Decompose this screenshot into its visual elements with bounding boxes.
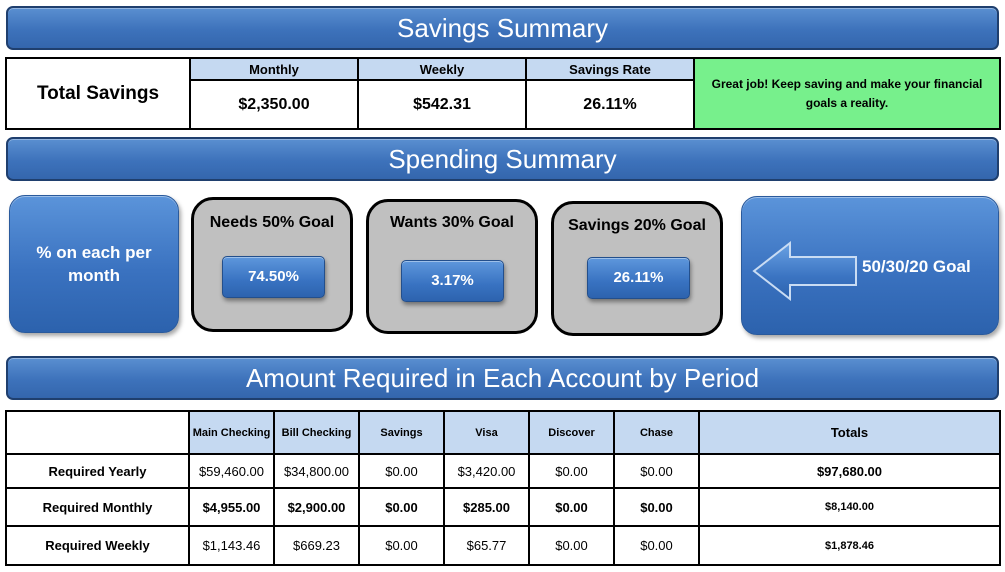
table-row: Required Weekly $1,143.46 $669.23 $0.00 … bbox=[5, 525, 1001, 566]
table-cell: $0.00 bbox=[528, 487, 615, 527]
spending-summary-banner: Spending Summary bbox=[6, 137, 999, 181]
wants-goal-title: Wants 30% Goal bbox=[390, 214, 514, 231]
table-cell: $669.23 bbox=[273, 525, 360, 566]
savings-rate-header: Savings Rate bbox=[525, 57, 695, 81]
table-cell: $3,420.00 bbox=[443, 453, 530, 489]
table-cell: $4,955.00 bbox=[188, 487, 275, 527]
savings-goal-value[interactable]: 26.11% bbox=[587, 257, 690, 299]
row-label-weekly: Required Weekly bbox=[5, 525, 190, 566]
table-corner-cell bbox=[5, 410, 190, 455]
table-cell-total: $97,680.00 bbox=[698, 453, 1001, 489]
header-visa: Visa bbox=[443, 410, 530, 455]
amount-required-table: Main Checking Bill Checking Savings Visa… bbox=[5, 410, 1001, 566]
goal-50-30-20-button[interactable]: 50/30/20 Goal bbox=[741, 196, 999, 335]
savings-goal-title: Savings 20% Goal bbox=[568, 217, 706, 234]
header-bill-checking: Bill Checking bbox=[273, 410, 360, 455]
table-cell: $0.00 bbox=[613, 453, 700, 489]
savings-message: Great job! Keep saving and make your fin… bbox=[693, 57, 1001, 130]
table-cell: $0.00 bbox=[358, 453, 445, 489]
header-totals: Totals bbox=[698, 410, 1001, 455]
table-cell: $1,143.46 bbox=[188, 525, 275, 566]
savings-goal-box: Savings 20% Goal 26.11% bbox=[551, 201, 723, 336]
wants-goal-value[interactable]: 3.17% bbox=[401, 260, 504, 302]
header-chase: Chase bbox=[613, 410, 700, 455]
header-savings: Savings bbox=[358, 410, 445, 455]
amount-required-title: Amount Required in Each Account by Perio… bbox=[245, 363, 760, 393]
left-arrow-icon bbox=[752, 241, 857, 301]
wants-goal-box: Wants 30% Goal 3.17% bbox=[366, 199, 538, 334]
table-cell-total: $8,140.00 bbox=[698, 487, 1001, 527]
table-cell-total: $1,878.46 bbox=[698, 525, 1001, 566]
table-cell: $285.00 bbox=[443, 487, 530, 527]
needs-goal-title: Needs 50% Goal bbox=[209, 214, 335, 231]
monthly-header: Monthly bbox=[189, 57, 359, 81]
header-discover: Discover bbox=[528, 410, 615, 455]
table-cell: $0.00 bbox=[613, 525, 700, 566]
table-cell: $0.00 bbox=[358, 525, 445, 566]
needs-goal-box: Needs 50% Goal 74.50% bbox=[191, 197, 353, 332]
table-cell: $0.00 bbox=[528, 453, 615, 489]
savings-rate-value: 26.11% bbox=[525, 79, 695, 130]
table-cell: $59,460.00 bbox=[188, 453, 275, 489]
table-cell: $0.00 bbox=[358, 487, 445, 527]
savings-summary-banner: Savings Summary bbox=[6, 6, 999, 50]
total-savings-label: Total Savings bbox=[5, 57, 191, 130]
table-row: Required Monthly $4,955.00 $2,900.00 $0.… bbox=[5, 487, 1001, 527]
table-cell: $65.77 bbox=[443, 525, 530, 566]
row-label-monthly: Required Monthly bbox=[5, 487, 190, 527]
goal-50-30-20-label: 50/30/20 Goal bbox=[862, 257, 971, 276]
needs-goal-value[interactable]: 74.50% bbox=[222, 256, 325, 298]
spending-summary-title: Spending Summary bbox=[388, 144, 617, 174]
monthly-value: $2,350.00 bbox=[189, 79, 359, 130]
savings-summary-table: Total Savings Monthly Weekly Savings Rat… bbox=[5, 57, 1001, 130]
table-cell: $34,800.00 bbox=[273, 453, 360, 489]
weekly-header: Weekly bbox=[357, 57, 527, 81]
percent-per-month-label: % on each per month bbox=[36, 243, 152, 285]
row-label-yearly: Required Yearly bbox=[5, 453, 190, 489]
table-cell: $0.00 bbox=[613, 487, 700, 527]
weekly-value: $542.31 bbox=[357, 79, 527, 130]
table-cell: $2,900.00 bbox=[273, 487, 360, 527]
amount-required-banner: Amount Required in Each Account by Perio… bbox=[6, 356, 999, 400]
percent-per-month-button[interactable]: % on each per month bbox=[9, 195, 179, 333]
header-main-checking: Main Checking bbox=[188, 410, 275, 455]
table-row: Required Yearly $59,460.00 $34,800.00 $0… bbox=[5, 453, 1001, 489]
savings-summary-title: Savings Summary bbox=[397, 13, 608, 43]
table-cell: $0.00 bbox=[528, 525, 615, 566]
